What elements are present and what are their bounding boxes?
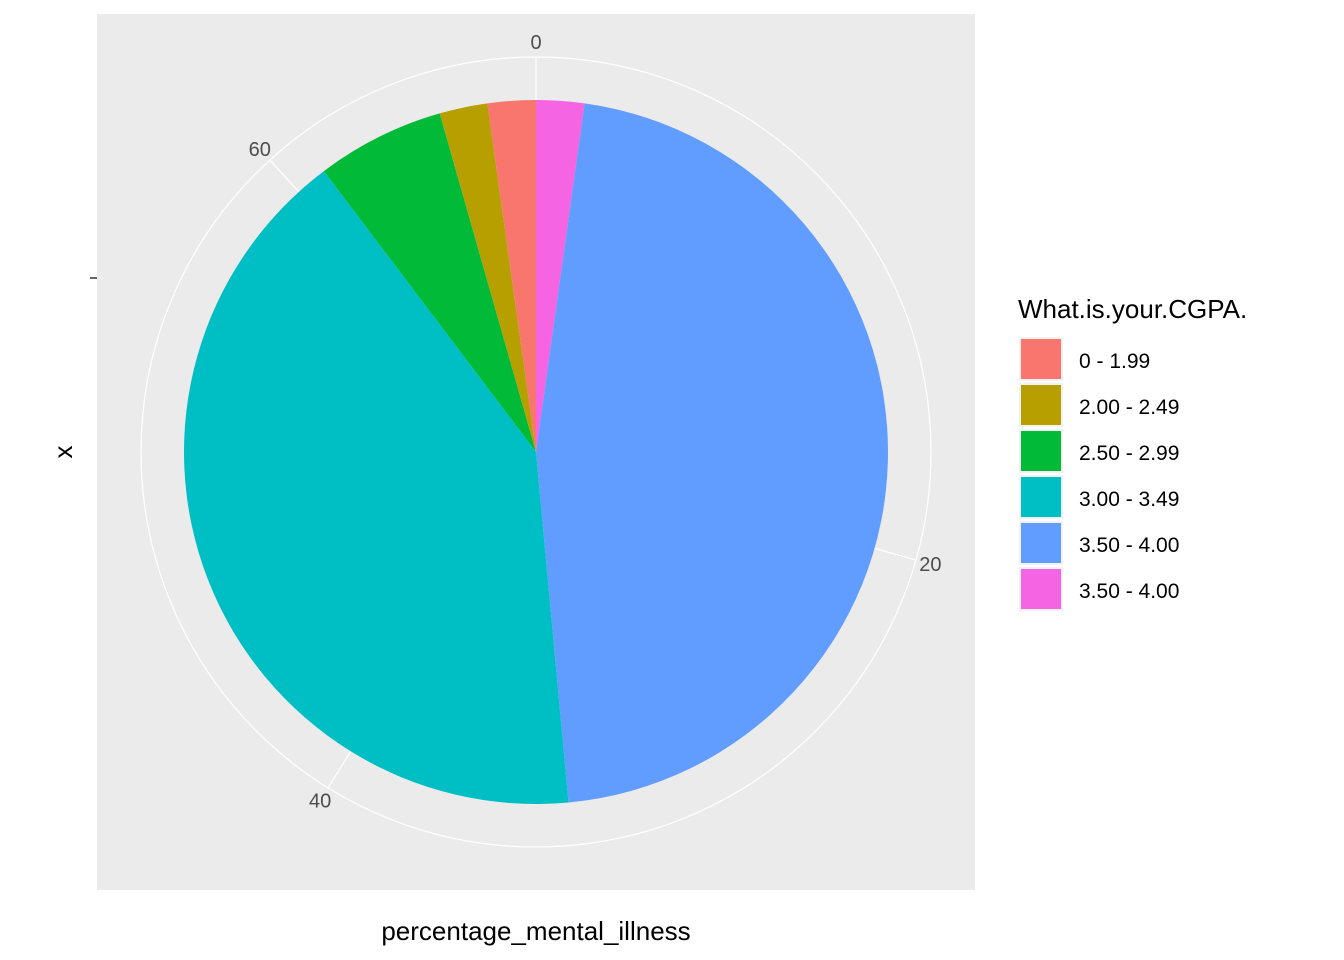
- legend-swatch-3: [1021, 477, 1061, 517]
- theta-tick-label-0: 0: [530, 32, 541, 54]
- legend-label-5: 3.50 - 4.00: [1079, 580, 1179, 603]
- legend: What.is.your.CGPA. 0 - 1.99 2.00 - 2.49 2.…: [1018, 294, 1247, 611]
- legend-label-4: 3.50 - 4.00: [1079, 534, 1179, 557]
- legend-swatch-1: [1021, 385, 1061, 425]
- slice-layer: [183, 100, 889, 805]
- legend-label-1: 2.00 - 2.49: [1079, 396, 1179, 419]
- y-axis-title: x: [48, 446, 78, 459]
- pie-slice-0: [487, 100, 536, 452]
- pie-slice-5: [536, 100, 585, 452]
- legend-label-0: 0 - 1.99: [1079, 350, 1150, 373]
- pie-slice-3: [183, 171, 569, 805]
- pie-slice-2: [323, 113, 536, 452]
- theta-tick-label-20: 20: [919, 554, 941, 576]
- x-axis-title: percentage_mental_illness: [381, 916, 690, 946]
- legend-swatch-4: [1021, 523, 1061, 563]
- legend-swatch-0: [1021, 339, 1061, 379]
- legend-label-3: 3.00 - 3.49: [1079, 488, 1179, 511]
- legend-swatch-2: [1021, 431, 1061, 471]
- pie-slice-4: [536, 103, 889, 803]
- pie-slice-1: [439, 103, 536, 453]
- theta-tick-label-40: 40: [309, 791, 331, 813]
- legend-swatch-5: [1021, 569, 1061, 609]
- legend-label-2: 2.50 - 2.99: [1079, 442, 1179, 465]
- tick-layer: 0 20 40 60: [249, 32, 942, 813]
- theta-tick-label-60: 60: [249, 139, 271, 161]
- legend-title: What.is.your.CGPA.: [1018, 294, 1247, 324]
